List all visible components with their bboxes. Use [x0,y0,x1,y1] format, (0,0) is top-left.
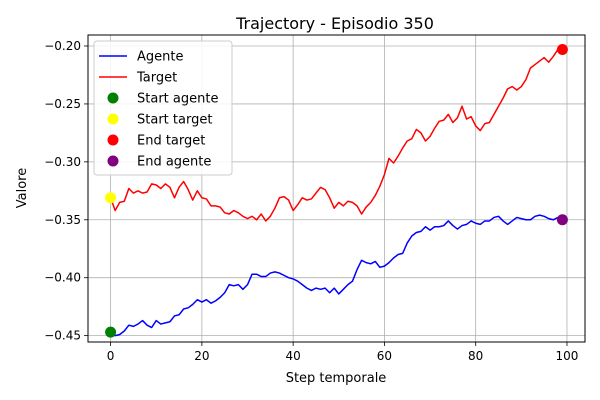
marker-end-target [556,43,568,55]
legend-box [93,40,233,176]
legend-swatch [107,92,119,104]
x-axis: 0 20 40 60 80 100 [107,342,579,363]
plot-frame [87,34,586,343]
legend-label: Target [136,71,177,86]
legend-label: Start target [137,113,212,128]
legend-label: End target [137,134,205,149]
y-tick-label: −0.20 [44,39,81,53]
y-tick-label: −0.40 [44,271,81,285]
series-layer [109,48,563,337]
x-tick-label: 0 [107,349,115,363]
legend-label: Start agente [137,92,218,107]
x-tick-label: 40 [286,349,301,363]
y-tick-label: −0.30 [44,155,81,169]
legend-label: End agente [137,155,211,170]
chart-title: Trajectory - Episodio 350 [235,14,434,33]
y-axis: −0.45 −0.40 −0.35 −0.30 −0.25 −0.20 [44,39,88,343]
x-axis-label: Step temporale [286,371,387,386]
x-tick-label: 80 [468,349,483,363]
legend-swatch [107,134,119,146]
marker-end-agente [556,214,568,226]
grid [88,35,585,342]
series-line-target [109,48,563,222]
y-axis-label: Valore [15,168,30,208]
x-tick-label: 60 [377,349,392,363]
marker-layer [105,43,568,338]
x-tick-label: 100 [556,349,579,363]
legend-swatch [107,113,119,125]
y-tick-label: −0.35 [44,213,81,227]
legend: Agente Target Start agente Start target End … [93,40,233,176]
legend-label: Agente [137,50,183,65]
y-tick-label: −0.25 [44,97,81,111]
marker-start-target [105,192,117,204]
y-tick-label: −0.45 [44,329,81,343]
series-line-agente [110,214,563,337]
x-tick-label: 20 [194,349,209,363]
legend-swatch [107,155,119,167]
marker-start-agente [105,326,117,338]
